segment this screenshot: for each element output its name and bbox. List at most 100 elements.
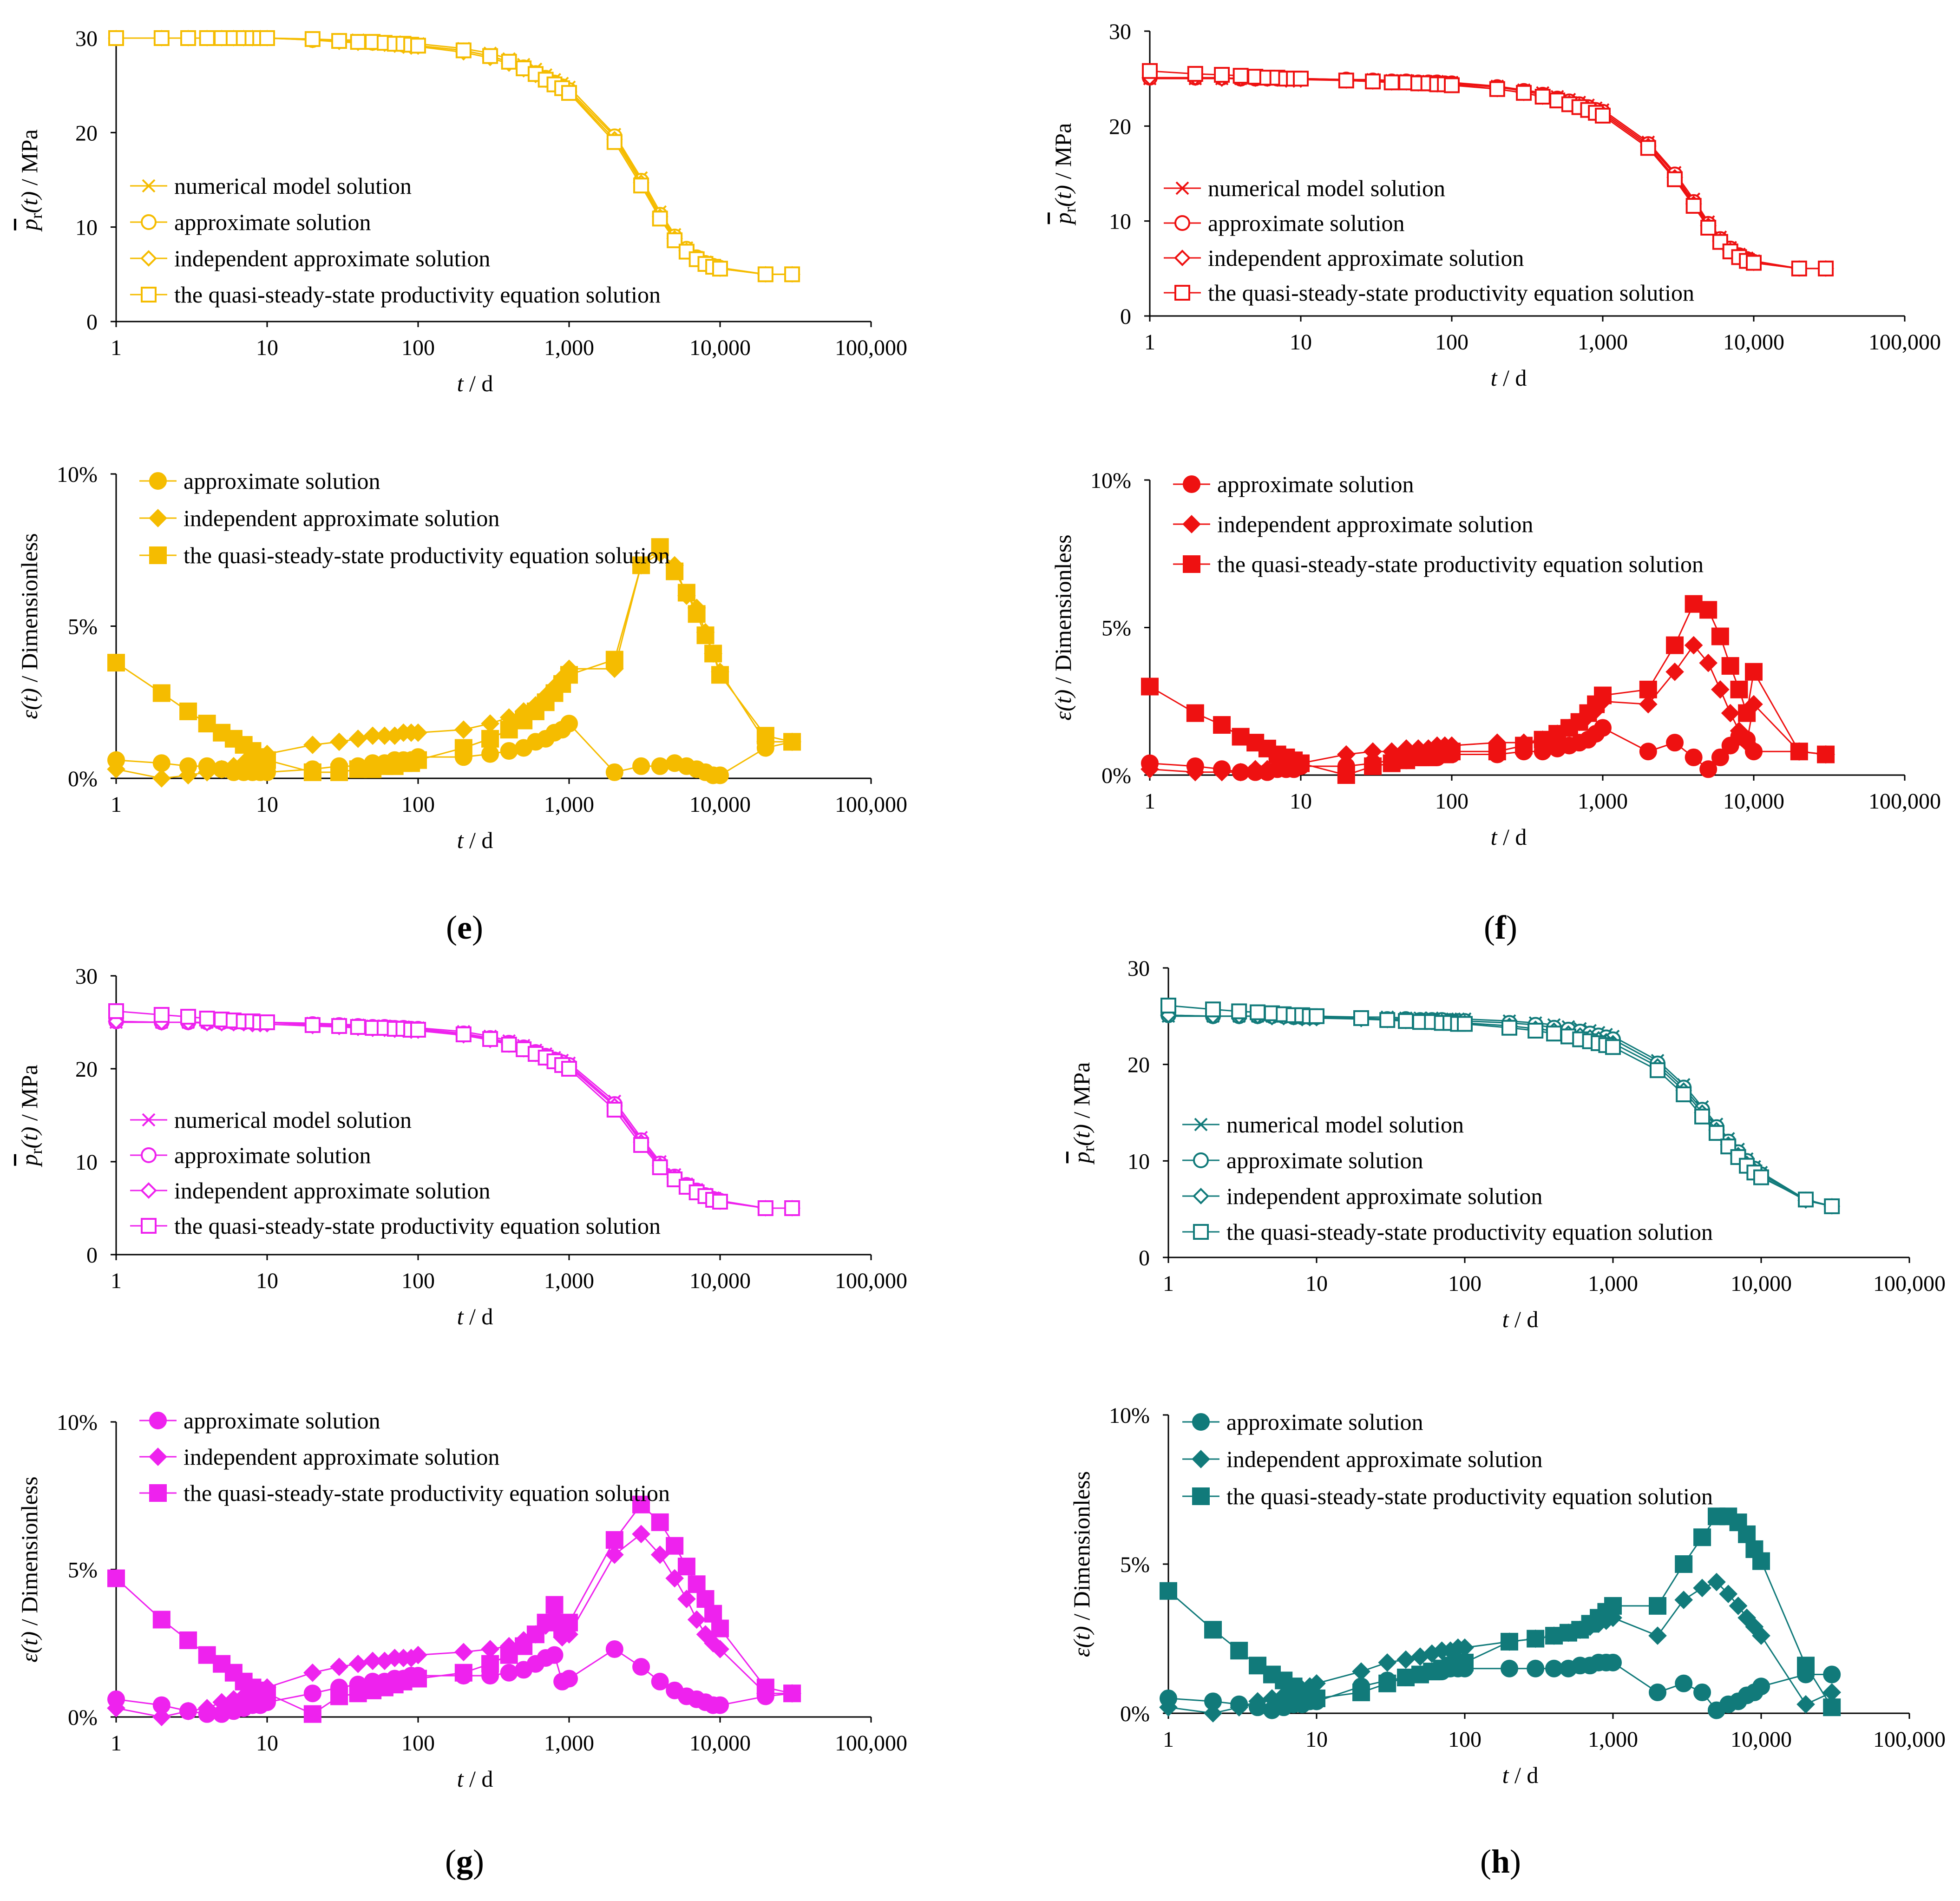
y-axis-label: ε(t) / Dimensionless <box>16 1476 42 1662</box>
data-point-square <box>1604 1597 1622 1615</box>
data-point-square <box>1457 1016 1473 1032</box>
data-point-square <box>1685 595 1703 613</box>
legend: numerical model solution approximate solu… <box>130 1107 661 1239</box>
data-point-square <box>454 739 472 757</box>
data-point-square <box>783 1684 801 1703</box>
data-point-square <box>455 42 472 59</box>
y-tick-label: 0% <box>1101 763 1131 788</box>
data-point-diamond <box>1752 1626 1770 1645</box>
legend-label: numerical model solution <box>174 173 412 199</box>
x-tick-label: 100 <box>1448 1727 1481 1752</box>
legend-marker-circle <box>1192 1413 1210 1431</box>
data-point-square <box>258 751 276 769</box>
data-point-square <box>545 1596 564 1614</box>
data-point-square <box>1213 716 1231 734</box>
panel-label-e: (e) <box>446 909 483 946</box>
data-point-diamond <box>303 736 322 754</box>
data-point-square <box>756 1678 774 1697</box>
data-point-circle <box>152 754 170 772</box>
data-point-square <box>303 763 321 781</box>
data-point-diamond <box>303 1663 322 1682</box>
data-point-square <box>1292 754 1310 772</box>
x-tick-label: 10 <box>1290 330 1312 355</box>
x-tick-label: 10 <box>256 335 278 360</box>
y-axis-label: ε(t) / Dimensionless <box>1068 1471 1095 1657</box>
data-point-square <box>757 1200 774 1216</box>
legend-marker-diamond <box>1182 515 1201 533</box>
y-tick-label: 0% <box>1120 1702 1150 1726</box>
data-point-diamond <box>1352 1662 1370 1681</box>
data-point-circle <box>711 766 729 784</box>
data-point-square <box>666 562 684 580</box>
data-point-square <box>1378 1674 1396 1692</box>
x-tick-label: 1 <box>111 1269 122 1293</box>
x-axis-label: t / d <box>457 1303 493 1329</box>
data-point-circle <box>560 715 578 733</box>
data-point-circle <box>632 1658 650 1676</box>
x-tick-label: 10,000 <box>689 792 751 817</box>
legend-marker-square <box>1192 1487 1210 1505</box>
legend-label: independent approximate solution <box>1226 1183 1542 1209</box>
x-tick-label: 100 <box>1448 1271 1481 1296</box>
data-point-square <box>1456 1653 1474 1671</box>
data-point-diamond <box>179 1702 197 1721</box>
data-point-square <box>1649 1597 1667 1615</box>
data-point-square <box>1694 1108 1711 1125</box>
x-tick-label: 100 <box>401 1269 435 1293</box>
data-point-diamond <box>1639 695 1658 714</box>
data-point-square <box>1708 1125 1724 1141</box>
legend-label: approximate solution <box>1226 1147 1423 1173</box>
data-point-diamond <box>1246 760 1265 779</box>
data-point-square <box>560 1613 578 1631</box>
legend-label: independent approximate solution <box>184 505 499 531</box>
data-point-diamond <box>363 1651 382 1671</box>
data-point-circle <box>500 1664 518 1682</box>
data-point-square <box>199 1011 215 1026</box>
data-point-circle <box>632 757 650 775</box>
data-point-square <box>1231 1003 1247 1020</box>
data-point-square <box>1352 1684 1370 1702</box>
data-point-square <box>179 702 197 720</box>
data-point-square <box>633 1137 649 1153</box>
data-point-square <box>688 1575 706 1593</box>
x-tick-label: 1 <box>1144 789 1155 814</box>
y-tick-label: 30 <box>1127 956 1150 981</box>
x-tick-label: 100,000 <box>1868 330 1941 355</box>
data-point-circle <box>1666 734 1684 752</box>
data-point-square <box>410 38 426 54</box>
x-tick-label: 1 <box>1163 1271 1174 1296</box>
data-point-square <box>561 1061 577 1077</box>
data-point-square <box>500 721 518 739</box>
data-point-diamond <box>1230 1698 1249 1717</box>
x-tick-label: 10,000 <box>1731 1271 1792 1296</box>
data-point-square <box>651 1513 669 1531</box>
data-point-square <box>501 1037 517 1052</box>
data-point-square <box>1398 1013 1414 1029</box>
data-point-square <box>1250 1004 1266 1020</box>
y-tick-label: 0 <box>86 310 98 335</box>
data-point-square <box>224 1664 243 1682</box>
y-axis-label: ε(t) / Dimensionless <box>16 533 42 719</box>
data-point-diamond <box>330 732 348 751</box>
y-tick-label: 10% <box>1090 468 1131 493</box>
data-point-square <box>1230 1642 1248 1660</box>
x-axis-label: t / d <box>1491 824 1527 850</box>
data-point-diamond <box>1141 760 1159 779</box>
data-point-square <box>526 702 544 720</box>
data-point-diamond <box>1337 745 1356 764</box>
data-point-square <box>1516 85 1532 101</box>
data-point-square <box>1700 219 1717 236</box>
data-point-square <box>696 626 715 645</box>
data-point-circle <box>1649 1684 1667 1702</box>
legend: approximate solution independent approxim… <box>139 1408 670 1506</box>
data-point-square <box>1444 77 1460 93</box>
data-point-circle <box>1675 1674 1693 1692</box>
data-point-square <box>152 1611 170 1629</box>
legend-label: the quasi-steady-state productivity equa… <box>174 1213 661 1239</box>
data-point-diamond <box>348 1654 367 1673</box>
data-point-square <box>108 30 124 46</box>
legend-label: numerical model solution <box>174 1107 412 1133</box>
y-tick-label: 30 <box>1109 20 1131 44</box>
data-point-square <box>1249 1657 1267 1675</box>
chart-h-pressure: 1 10 100 1,000 10,000 100,000 0 10 20 30 t / d pr(t… <box>1068 956 1946 1332</box>
